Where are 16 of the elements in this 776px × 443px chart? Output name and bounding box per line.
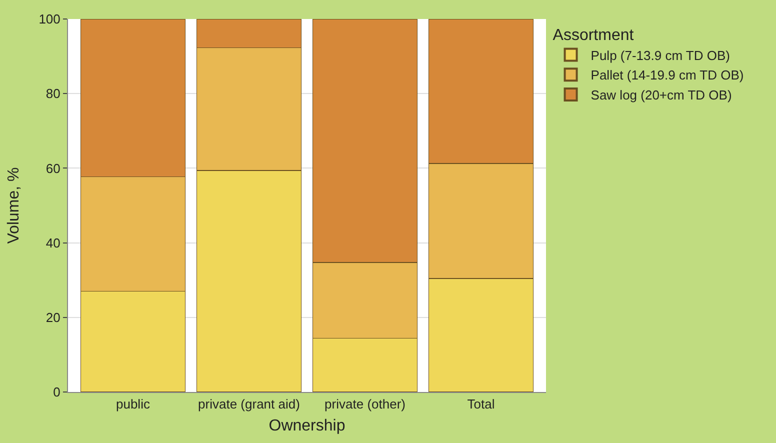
x-tick-label: private (grant aid) (198, 396, 300, 412)
y-tick-label: 0 (53, 384, 60, 400)
legend-label: Saw log (20+cm TD OB) (590, 88, 732, 103)
legend-label: Pallet (14-19.9 cm TD OB) (590, 68, 744, 83)
y-tick-label: 100 (38, 12, 60, 27)
legend-label: Pulp (7-13.9 cm TD OB) (590, 48, 730, 63)
y-tick-label: 40 (46, 235, 60, 250)
x-tick-label: public (116, 396, 150, 412)
y-tick-label: 20 (46, 310, 60, 325)
y-axis-title: Volume, % (6, 167, 23, 244)
y-tick-label: 80 (46, 86, 60, 102)
legend-title: Assortment (552, 26, 634, 44)
x-tick-label: private (other) (324, 396, 406, 412)
x-tick-label: Total (467, 396, 495, 412)
y-tick-label: 60 (46, 160, 60, 176)
x-axis-title: Ownership (268, 417, 346, 434)
